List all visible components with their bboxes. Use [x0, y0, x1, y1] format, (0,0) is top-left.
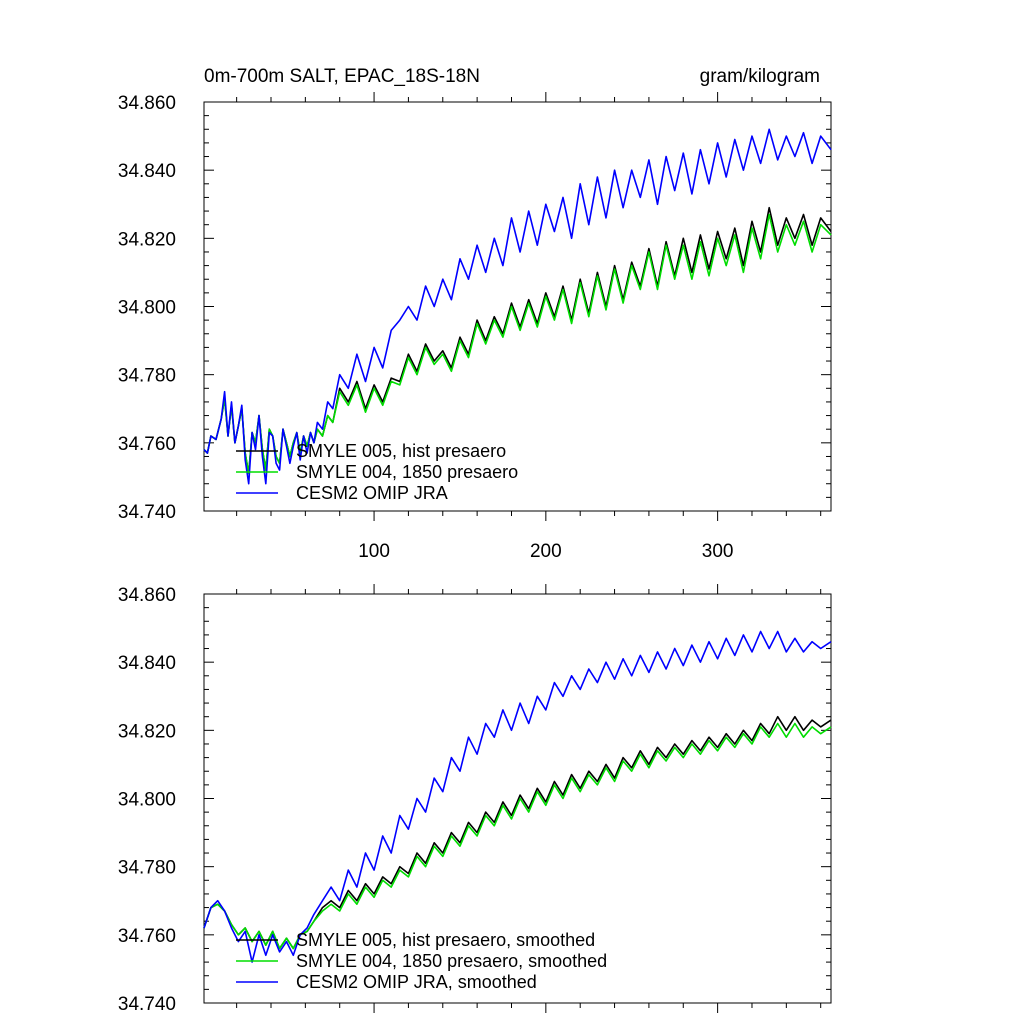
top-panel: 34.740 34.760 34.780 34.800 34.820 34.840 34.8…: [118, 92, 832, 562]
y-tick-label: 34.760: [118, 434, 176, 455]
series-line-0: [203, 715, 832, 950]
legend-bottom: SMYLE 005, hist presaero, smoothedSMYLE …: [236, 930, 607, 992]
legend-label-2: CESM2 OMIP JRA, smoothed: [296, 972, 537, 992]
y-tick-label: 34.820: [118, 721, 176, 742]
series-line-2: [203, 128, 832, 485]
chart-title-right: gram/kilogram: [700, 66, 820, 87]
x-tick-label: 200: [530, 541, 562, 562]
legend-label-0: SMYLE 005, hist presaero, smoothed: [296, 930, 595, 950]
legend-label-2: CESM2 OMIP JRA: [296, 483, 448, 503]
legend-label-1: SMYLE 004, 1850 presaero, smoothed: [296, 951, 607, 971]
y-tick-label: 34.760: [118, 926, 176, 947]
y-tick-label: 34.840: [118, 161, 176, 182]
y-tick-label: 34.840: [118, 653, 176, 674]
y-tick-label: 34.800: [118, 790, 176, 811]
y-tick-label: 34.740: [118, 994, 176, 1015]
y-tick-label: 34.800: [118, 298, 176, 319]
y-tick-label: 34.860: [118, 93, 176, 114]
series-line-1: [203, 722, 832, 950]
y-tick-label: 34.780: [118, 858, 176, 879]
legend-label-1: SMYLE 004, 1850 presaero: [296, 462, 518, 482]
series-line-2: [203, 630, 832, 963]
chart-title-left: 0m-700m SALT, EPAC_18S-18N: [204, 66, 480, 87]
series-line-1: [203, 213, 832, 475]
y-tick-label: 34.820: [118, 229, 176, 250]
legend-label-0: SMYLE 005, hist presaero: [296, 441, 506, 461]
y-tick-label: 34.860: [118, 585, 176, 606]
bottom-panel: 34.740 34.760 34.780 34.800 34.820 34.840 34.8…: [118, 584, 832, 1015]
x-tick-label: 100: [358, 541, 390, 562]
y-tick-label: 34.740: [118, 502, 176, 523]
y-tick-label: 34.780: [118, 366, 176, 387]
x-tick-label: 300: [702, 541, 734, 562]
